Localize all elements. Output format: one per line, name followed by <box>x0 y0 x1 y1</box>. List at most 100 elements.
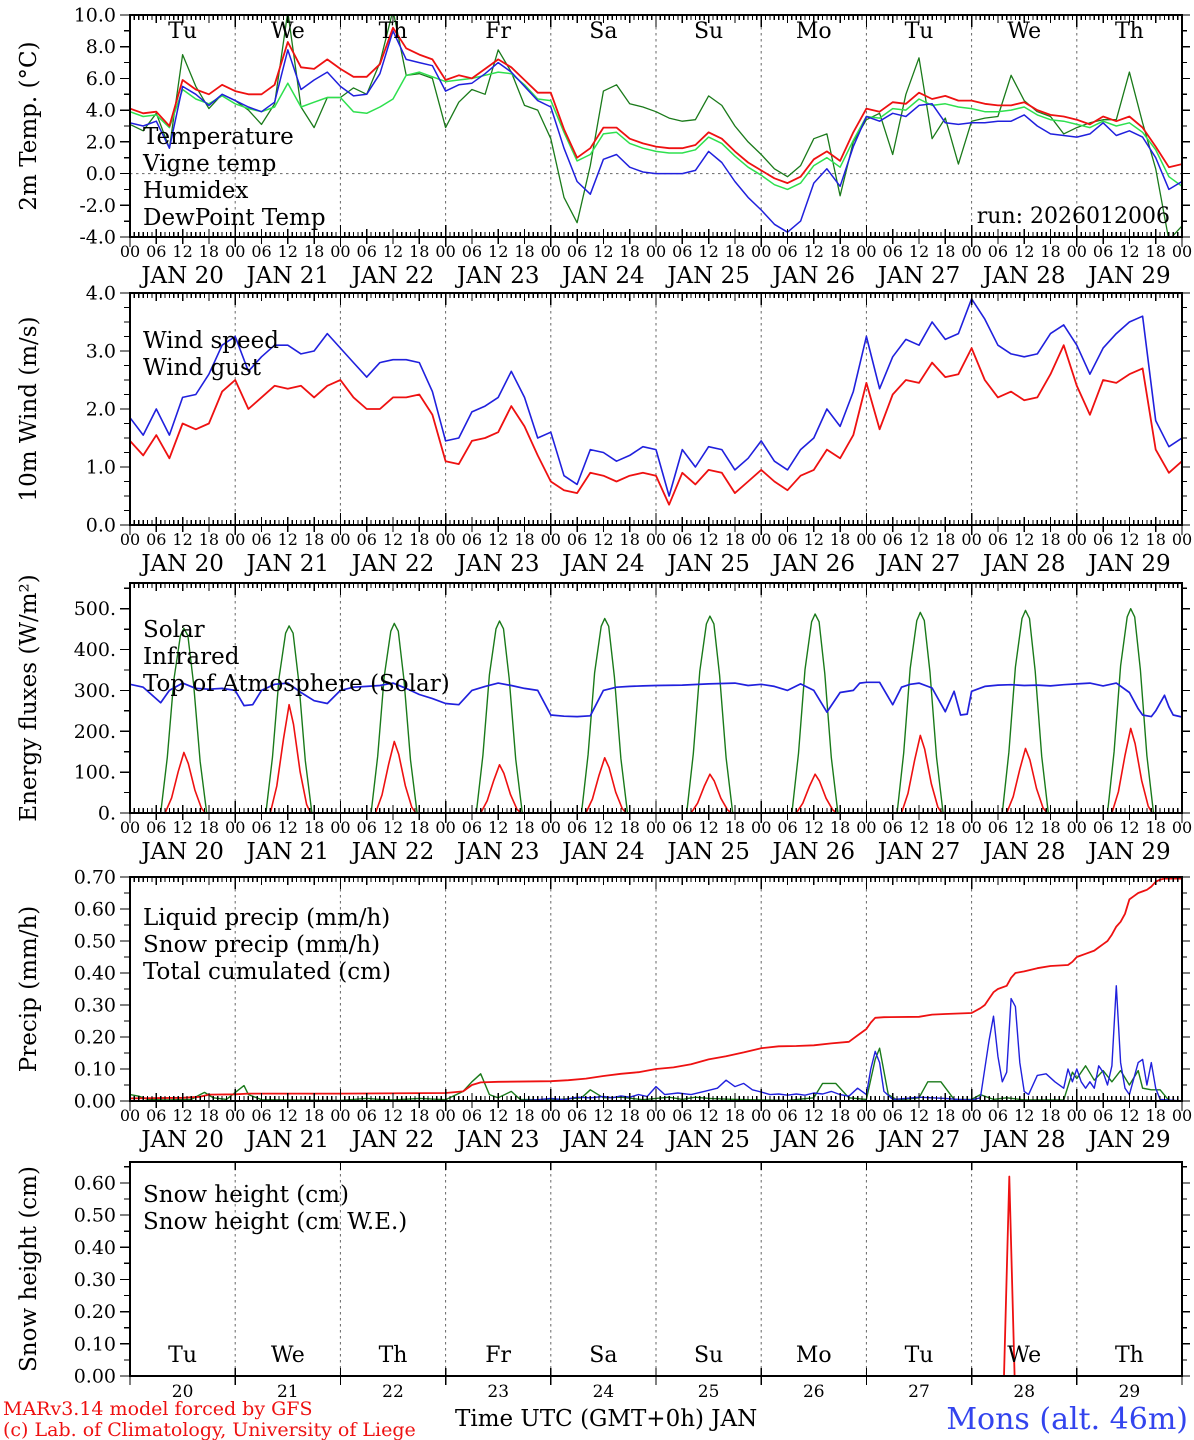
hour-tick-label: 18 <box>304 1106 324 1125</box>
hour-tick-label: 06 <box>1093 818 1113 837</box>
hour-tick-label: 12 <box>909 818 929 837</box>
date-label: JAN 24 <box>560 551 645 577</box>
y-tick-label: 0.50 <box>74 931 116 953</box>
y-tick-label: -2.0 <box>79 195 116 217</box>
hour-tick-label: 18 <box>1146 530 1166 549</box>
hour-tick-label: 18 <box>725 818 745 837</box>
hour-tick-label: 06 <box>988 1106 1008 1125</box>
day-number-label: 22 <box>382 1382 404 1402</box>
hour-tick-label: 12 <box>278 242 298 261</box>
hour-tick-label: 06 <box>357 242 377 261</box>
y-tick-label: 500. <box>74 598 116 620</box>
y-tick-label: 0.20 <box>74 1027 116 1049</box>
hour-tick-label: 06 <box>672 1106 692 1125</box>
day-of-week-label: We <box>271 19 305 44</box>
y-tick-label: 400. <box>74 639 116 661</box>
hour-tick-label: 12 <box>172 242 192 261</box>
hour-tick-label: 18 <box>409 530 429 549</box>
hour-tick-label: 12 <box>1014 530 1034 549</box>
date-label: JAN 26 <box>771 839 856 865</box>
hour-tick-label: 18 <box>725 242 745 261</box>
legend-solar: Solar <box>143 617 205 643</box>
date-label: JAN 22 <box>350 1127 435 1153</box>
hour-tick-label: 12 <box>383 530 403 549</box>
y-tick-label: 1.0 <box>86 457 116 479</box>
hour-tick-label: 12 <box>383 818 403 837</box>
series-temperature-line <box>130 26 1182 185</box>
hour-tick-label: 06 <box>883 818 903 837</box>
hour-tick-label: 18 <box>830 1106 850 1125</box>
hour-tick-label: 18 <box>514 818 534 837</box>
credit-line-1: MARv3.14 model forced by GFS <box>3 1398 313 1420</box>
hour-tick-label: 18 <box>1040 818 1060 837</box>
hour-tick-label: 18 <box>199 1106 219 1125</box>
series-wind-gust-line <box>130 297 1182 497</box>
date-label: JAN 28 <box>981 263 1066 289</box>
date-label: JAN 27 <box>876 1127 961 1153</box>
hour-tick-label: 12 <box>1014 1106 1034 1125</box>
day-of-week-label: Mo <box>796 1343 832 1368</box>
legend-snow-precip-mm-h: Snow precip (mm/h) <box>143 932 380 958</box>
hour-tick-label: 06 <box>672 818 692 837</box>
hour-tick-label: 18 <box>620 818 640 837</box>
panel-wind: 0.0 1.0 2.0 3.0 4.0 00 06 12 18 00 06 12 18 00 06 12 18 0… <box>16 283 1192 578</box>
y-tick-label: 0.40 <box>74 1237 116 1259</box>
station-label: Mons (alt. 46m) <box>946 1402 1188 1437</box>
day-of-week-label: Su <box>694 19 723 44</box>
date-label: JAN 21 <box>245 263 330 289</box>
y-axis-title-energy: Energy fluxes (W/m²) <box>16 574 42 821</box>
hour-tick-label: 00 <box>1172 818 1192 837</box>
hour-tick-label: 06 <box>251 818 271 837</box>
day-of-week-label: Sa <box>589 19 617 44</box>
hour-tick-label: 00 <box>856 1106 876 1125</box>
hour-tick-label: 00 <box>435 530 455 549</box>
series-total-cumulated-line <box>130 877 1182 1100</box>
day-of-week-label: Mo <box>796 19 832 44</box>
hour-tick-label: 06 <box>1093 530 1113 549</box>
hour-tick-label: 12 <box>1119 818 1139 837</box>
legend-wind-gust: Wind gust <box>143 355 262 381</box>
legend-humidex: Humidex <box>143 178 248 204</box>
x-axis-title: Time UTC (GMT+0h) JAN <box>455 1406 758 1432</box>
hour-tick-label: 06 <box>777 818 797 837</box>
y-tick-label: 10.0 <box>74 5 116 27</box>
series-wind-speed-line <box>130 344 1182 506</box>
hour-tick-label: 18 <box>1146 1106 1166 1125</box>
y-tick-label: 8.0 <box>86 36 116 58</box>
hour-tick-label: 18 <box>304 530 324 549</box>
day-of-week-label: Fr <box>485 1343 511 1368</box>
hour-tick-label: 06 <box>777 1106 797 1125</box>
y-tick-label: 3.0 <box>86 341 116 363</box>
day-number-label: 26 <box>803 1382 825 1402</box>
hour-tick-label: 00 <box>1067 1106 1087 1125</box>
hour-tick-label: 00 <box>856 818 876 837</box>
day-of-week-label: Fr <box>485 19 511 44</box>
date-label: JAN 25 <box>665 839 750 865</box>
legend-snow-height-cm-w-e: Snow height (cm W.E.) <box>143 1209 407 1235</box>
hour-tick-label: 06 <box>883 1106 903 1125</box>
y-tick-label: 100. <box>74 762 116 784</box>
panel-temp: -4.0 -2.0 0.0 2.0 4.0 6.0 8.0 10.0 00 06 12 18 00 06 1… <box>16 5 1192 290</box>
date-label: JAN 24 <box>560 839 645 865</box>
hour-tick-label: 18 <box>199 242 219 261</box>
y-axis-title-precip: Precip (mm/h) <box>16 906 42 1072</box>
hour-tick-label: 00 <box>646 1106 666 1125</box>
hour-tick-label: 06 <box>1093 242 1113 261</box>
date-label: JAN 24 <box>560 263 645 289</box>
date-label: JAN 27 <box>876 263 961 289</box>
y-tick-label: 0.70 <box>74 867 116 889</box>
hour-tick-label: 18 <box>935 1106 955 1125</box>
legend-snow-height-cm: Snow height (cm) <box>143 1182 349 1208</box>
y-tick-label: 0.20 <box>74 1301 116 1323</box>
y-tick-label: 0.30 <box>74 1269 116 1291</box>
hour-tick-label: 00 <box>330 1106 350 1125</box>
hour-tick-label: 12 <box>172 1106 192 1125</box>
hour-tick-label: 00 <box>541 818 561 837</box>
date-label: JAN 22 <box>350 263 435 289</box>
hour-tick-label: 06 <box>567 242 587 261</box>
day-of-week-label: We <box>1007 1343 1041 1368</box>
hour-tick-label: 00 <box>330 818 350 837</box>
date-label: JAN 21 <box>245 839 330 865</box>
